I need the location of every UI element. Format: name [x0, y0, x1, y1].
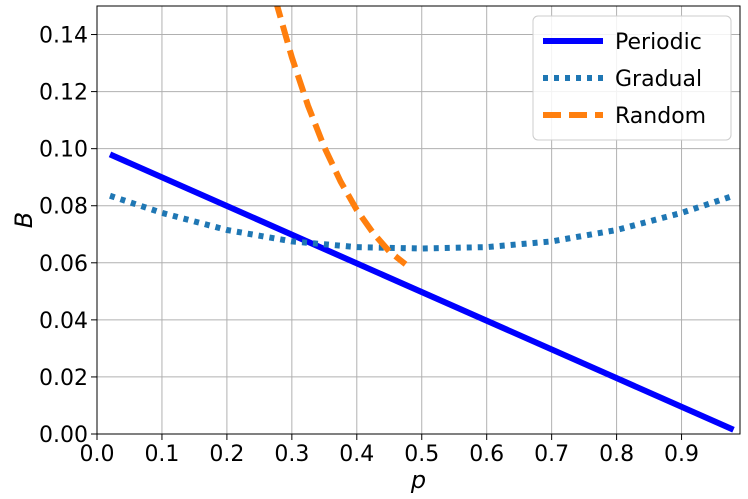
- legend-box: [532, 15, 732, 141]
- x-tick-label: 0.6: [469, 442, 504, 467]
- y-tick-label: 0.02: [39, 366, 88, 391]
- legend-label-random: Random: [615, 104, 706, 129]
- x-tick-label: 0.8: [599, 442, 634, 467]
- x-axis-ticks: 0.0 0.1 0.2 0.3 0.4 0.5 0.6 0.7 0.8 0.9: [80, 434, 699, 467]
- x-tick-label: 0.2: [209, 442, 244, 467]
- y-tick-label: 0.10: [39, 138, 88, 163]
- y-tick-label: 0.00: [39, 423, 88, 448]
- y-axis-label: B: [10, 212, 38, 228]
- x-tick-label: 0.4: [339, 442, 374, 467]
- legend-label-gradual: Gradual: [615, 67, 702, 92]
- y-tick-label: 0.04: [39, 309, 88, 334]
- x-tick-label: 0.1: [144, 442, 179, 467]
- series-line-random: [274, 6, 408, 267]
- y-tick-label: 0.06: [39, 252, 88, 277]
- y-axis-ticks: 0.00 0.02 0.04 0.06 0.08 0.10 0.12 0.14: [39, 24, 97, 448]
- x-tick-label: 0.7: [534, 442, 569, 467]
- series-line-periodic: [108, 151, 735, 433]
- plot-series: [108, 6, 735, 433]
- series-line-gradual: [109, 192, 735, 252]
- y-tick-label: 0.08: [39, 195, 88, 220]
- legend: Periodic Gradual Random: [532, 15, 732, 141]
- x-tick-label: 0.9: [664, 442, 699, 467]
- x-tick-label: 0.0: [80, 442, 115, 467]
- x-tick-label: 0.5: [404, 442, 439, 467]
- y-tick-label: 0.12: [39, 81, 88, 106]
- plot-frame: [96, 5, 741, 435]
- x-tick-label: 0.3: [274, 442, 309, 467]
- legend-label-periodic: Periodic: [615, 30, 702, 55]
- y-tick-label: 0.14: [39, 24, 88, 49]
- x-axis-label: p: [410, 466, 426, 494]
